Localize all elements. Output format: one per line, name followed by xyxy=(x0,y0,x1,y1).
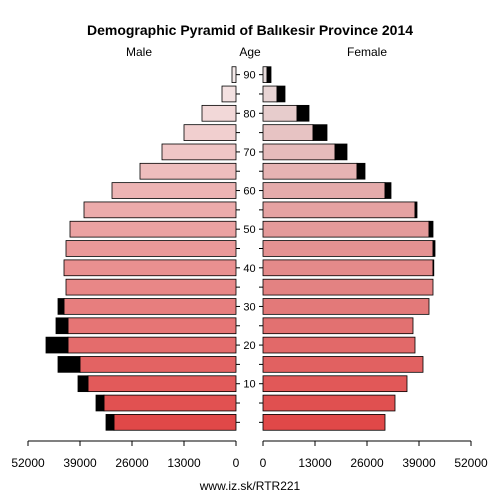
age-tick-label: 40 xyxy=(243,263,255,275)
male-bar-0-4 xyxy=(113,414,237,431)
female-bar-30-34 xyxy=(262,298,430,315)
male-excess-bar-5-9 xyxy=(95,394,105,412)
male-bar-20-24 xyxy=(67,336,237,354)
female-excess-bar-65-69 xyxy=(356,162,366,180)
male-bar-5-9 xyxy=(103,394,237,412)
male-bar-50-54 xyxy=(69,220,237,238)
age-tick-label: 90 xyxy=(243,70,255,82)
male-bars xyxy=(45,66,237,431)
age-tick-label: 30 xyxy=(243,301,255,313)
male-bar-30-34 xyxy=(63,298,237,315)
axes: 10 20 30 40 50 60 70 80 90 52000 0 39000 13000 26000 2… xyxy=(11,70,488,470)
male-bar-70-74 xyxy=(161,143,237,161)
male-excess-bar-30-34 xyxy=(57,298,65,315)
female-bar-60-64 xyxy=(262,182,386,199)
age-tick-label: 10 xyxy=(243,379,255,391)
female-excess-bar-55-59 xyxy=(414,201,418,219)
female-excess-bar-50-54 xyxy=(428,220,434,238)
chart-title: Demographic Pyramid of Balıkesir Provinc… xyxy=(87,22,413,38)
female-bar-55-59 xyxy=(262,201,416,219)
female-bar-25-29 xyxy=(262,317,414,335)
male-x-tick-label: 39000 xyxy=(63,456,97,470)
male-excess-bar-10-14 xyxy=(77,375,89,393)
female-x-tick-label: 13000 xyxy=(298,456,332,470)
female-excess-bar-45-49 xyxy=(432,240,436,257)
female-bar-80-84 xyxy=(262,104,298,122)
female-bar-10-14 xyxy=(262,375,408,393)
age-tick-label: 70 xyxy=(243,147,255,159)
female-x-tick-label: 0 xyxy=(260,456,267,470)
female-bar-75-79 xyxy=(262,124,314,141)
male-bar-60-64 xyxy=(111,182,237,199)
male-bar-45-49 xyxy=(65,240,237,257)
female-bar-35-39 xyxy=(262,278,434,296)
male-header: Male xyxy=(126,45,152,59)
male-bar-15-19 xyxy=(79,356,237,373)
male-excess-bar-20-24 xyxy=(45,336,69,354)
female-excess-bar-85-89 xyxy=(276,85,286,103)
male-bar-40-44 xyxy=(63,259,237,277)
male-excess-bar-0-4 xyxy=(105,414,115,431)
female-excess-bar-40-44 xyxy=(432,259,435,277)
male-x-tick-label: 0 xyxy=(233,456,240,470)
male-bar-75-79 xyxy=(183,124,237,141)
male-excess-bar-15-19 xyxy=(57,356,81,373)
age-tick-label: 60 xyxy=(243,186,255,198)
female-bar-0-4 xyxy=(262,414,386,431)
female-bar-70-74 xyxy=(262,143,336,161)
male-bar-85-89 xyxy=(221,85,237,103)
male-bar-10-14 xyxy=(87,375,237,393)
female-excess-bar-75-79 xyxy=(312,124,328,141)
male-bar-90+ xyxy=(231,66,237,83)
female-bar-20-24 xyxy=(262,336,416,354)
female-bar-85-89 xyxy=(262,85,278,103)
male-x-tick-label: 52000 xyxy=(11,456,45,470)
source-footer: www.iz.sk/RTR221 xyxy=(199,479,301,493)
female-x-tick-label: 26000 xyxy=(350,456,384,470)
female-excess-bar-80-84 xyxy=(296,104,310,122)
male-x-tick-label: 26000 xyxy=(115,456,149,470)
female-x-tick-label: 52000 xyxy=(454,456,488,470)
female-bar-50-54 xyxy=(262,220,430,238)
female-bar-45-49 xyxy=(262,240,434,257)
female-bar-40-44 xyxy=(262,259,434,277)
male-bar-65-69 xyxy=(139,162,237,180)
age-header: Age xyxy=(239,45,261,59)
female-excess-bar-60-64 xyxy=(384,182,392,199)
female-excess-bar-90+ xyxy=(266,66,272,83)
age-tick-label: 80 xyxy=(243,108,255,120)
female-bar-5-9 xyxy=(262,394,396,412)
male-excess-bar-25-29 xyxy=(55,317,69,335)
female-bars xyxy=(262,66,436,431)
male-bar-55-59 xyxy=(83,201,237,219)
age-tick-label: 50 xyxy=(243,224,255,236)
female-header: Female xyxy=(347,45,387,59)
age-tick-label: 20 xyxy=(243,340,255,352)
female-bar-15-19 xyxy=(262,356,424,373)
male-bar-35-39 xyxy=(65,278,237,296)
female-excess-bar-70-74 xyxy=(334,143,348,161)
female-bar-90+ xyxy=(262,66,268,83)
male-bar-80-84 xyxy=(201,104,237,122)
female-x-tick-label: 39000 xyxy=(402,456,436,470)
male-x-tick-label: 13000 xyxy=(167,456,201,470)
male-bar-25-29 xyxy=(67,317,237,335)
female-bar-65-69 xyxy=(262,162,358,180)
